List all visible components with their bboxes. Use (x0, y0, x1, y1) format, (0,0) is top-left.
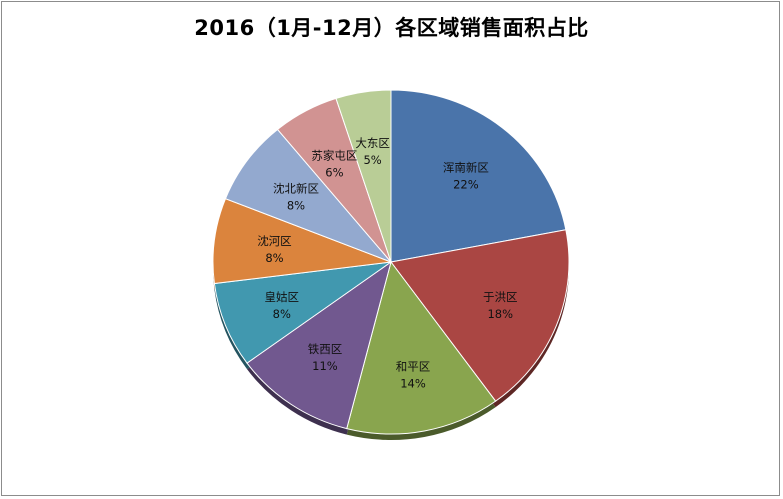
pie-slice-4 (213, 261, 392, 364)
pie-slice-5 (212, 198, 392, 285)
slice-label-3: 铁西区 (308, 342, 343, 356)
slice-label-6: 沈北新区 (273, 181, 319, 195)
slice-value-5: 8% (265, 251, 283, 265)
pie-slice-2 (346, 260, 497, 435)
slice-value-3: 11% (312, 359, 338, 373)
slice-value-2: 14% (400, 377, 426, 391)
slice-value-7: 6% (325, 166, 343, 180)
pie-labels: 浑南新区 22% 于洪区 18% 和平区 14% 铁西区 11% 皇姑区 8% 沈河区 8% 沈北新区 8… (257, 136, 517, 391)
pie-slice-0 (390, 89, 567, 263)
slice-label-5: 沈河区 (257, 234, 292, 248)
slice-label-2: 和平区 (396, 360, 431, 374)
slice-label-1: 于洪区 (483, 290, 518, 304)
pie-slice-6 (224, 128, 392, 263)
slice-value-4: 8% (273, 307, 291, 321)
chart-title: 2016（1月-12月）各区域销售面积占比 (194, 16, 589, 40)
slice-value-1: 18% (487, 307, 513, 321)
slice-value-0: 22% (453, 178, 479, 192)
pie-slice-8 (335, 89, 392, 263)
slice-label-0: 浑南新区 (443, 161, 489, 175)
slice-value-6: 8% (287, 198, 305, 212)
slice-label-7: 苏家屯区 (311, 149, 357, 163)
slice-label-4: 皇姑区 (265, 290, 300, 304)
slice-label-8: 大东区 (355, 136, 390, 150)
pie-slice-1 (390, 229, 570, 402)
pie-slice-3 (246, 260, 392, 430)
slice-value-8: 5% (363, 153, 381, 167)
pie-slices (212, 89, 570, 435)
